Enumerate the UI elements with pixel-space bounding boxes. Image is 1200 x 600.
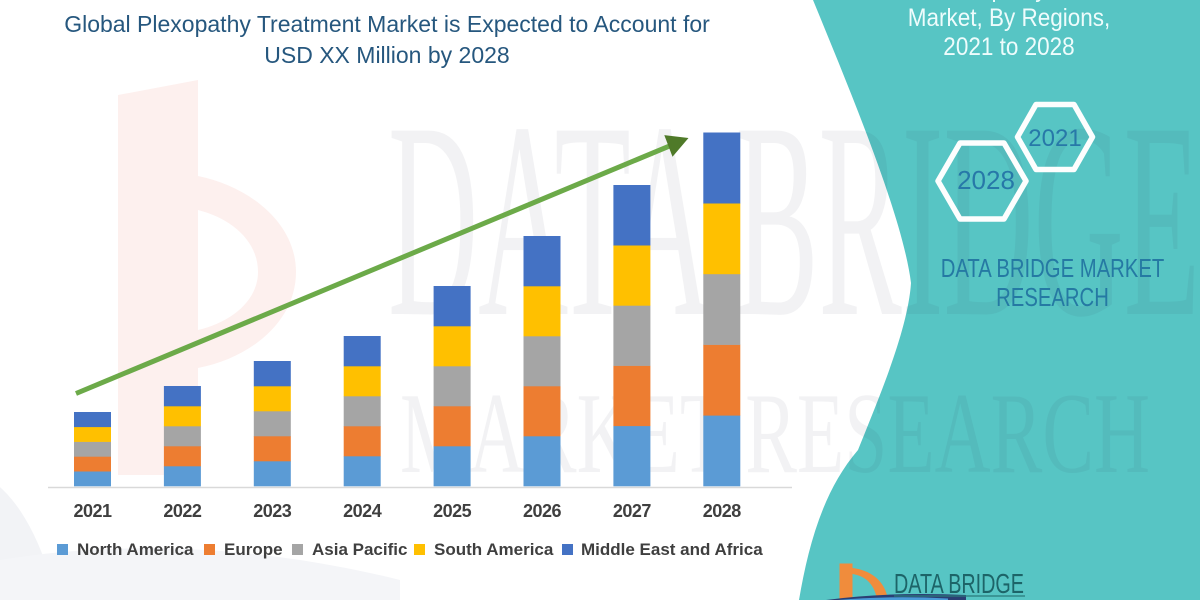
svg-text:DATA BRIDGE: DATA BRIDGE — [388, 64, 1200, 375]
svg-text:DATA BRIDGE: DATA BRIDGE — [894, 568, 1024, 599]
svg-text:MARKET RESEARCH: MARKET RESEARCH — [400, 370, 1150, 497]
